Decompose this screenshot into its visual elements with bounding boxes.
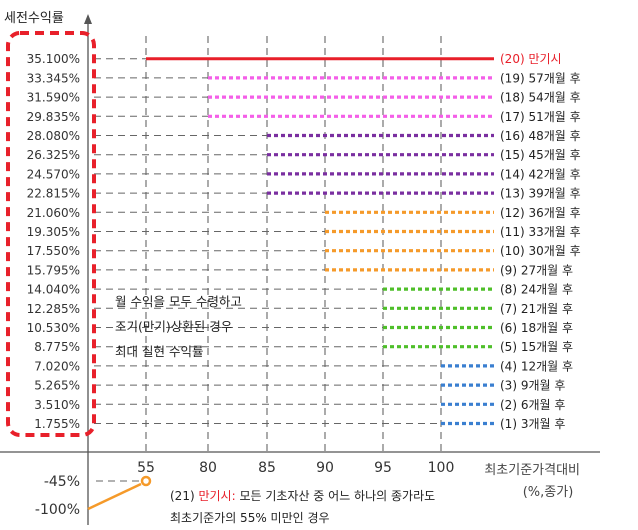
series-label: (16) 48개월 후 [500,129,581,143]
y-axis-arrow [84,14,92,24]
y-tick-label: 12.285% [27,302,80,316]
y-tick-label: 22.815% [27,187,80,201]
footnote-prefix: (21) [170,489,198,503]
y-tick-label: 19.305% [27,225,80,239]
series-label: (5) 15개월 후 [500,340,573,354]
y-tick-label: 33.345% [27,71,80,85]
y-tick-label: 17.550% [27,244,80,258]
x-axis-label: 최초기준가격대비 [484,463,580,478]
y-tick-label: 14.040% [27,283,80,297]
y-tick-label: 28.080% [27,129,80,143]
series-label: (2) 6개월 후 [500,398,565,412]
y-tick-label: 21.060% [27,206,80,220]
y-tick-label-lower: -45% [44,474,80,490]
series-label: (17) 51개월 후 [500,110,581,124]
x-tick-label: 80 [199,460,217,476]
x-tick-label: 90 [316,460,334,476]
annotation-text: 월 수익을 모두 수령하고 [115,294,242,309]
x-tick-label: 85 [258,460,276,476]
series-label: (11) 33개월 후 [500,225,581,239]
footnote-line2: 최초기준가의 55% 미만인 경우 [170,511,330,525]
y-tick-label: 26.325% [27,148,80,162]
series-label: (13) 39개월 후 [500,187,581,201]
x-tick-label: 100 [428,460,455,476]
y-tick-label: 31.590% [27,91,80,105]
y-tick-label: 35.100% [27,52,80,66]
x-tick-label: 55 [137,460,155,476]
x-axis-unit: (%,종가) [523,485,574,500]
series-label: (20) 만기시 [500,52,562,66]
series-label: (15) 45개월 후 [500,148,581,162]
y-tick-label: 8.775% [34,340,80,354]
y-tick-label: 15.795% [27,263,80,277]
footnote-rest: 모든 기초자산 중 어느 하나의 종가라도 [236,489,436,503]
series-label: (12) 36개월 후 [500,206,581,220]
annotation-text: 최대 실현 수익률 [115,344,203,359]
x-tick-label: 95 [374,460,392,476]
highlight-box [6,31,96,437]
y-tick-label-lower: -100% [35,502,80,518]
y-tick-label: 29.835% [27,110,80,124]
annotation-text: 조기(만기)상환된 경우 [115,319,232,334]
y-tick-label: 1.755% [34,417,80,431]
footnote-highlight: 만기시: [198,489,235,503]
series-label: (14) 42개월 후 [500,167,581,181]
series-label: (10) 30개월 후 [500,244,581,258]
y-tick-label: 5.265% [34,379,80,393]
loss-line [87,482,142,511]
loss-point [140,475,152,487]
series-label: (1) 3개월 후 [500,417,565,431]
footnote-line1: (21) 만기시: 모든 기초자산 중 어느 하나의 종가라도 [170,489,435,503]
series-label: (4) 12개월 후 [500,359,573,373]
series-label: (7) 21개월 후 [500,302,573,316]
y-tick-label: 3.510% [34,398,80,412]
y-tick-label: 24.570% [27,167,80,181]
y-axis-label: 세전수익률 [4,11,64,26]
series-label: (9) 27개월 후 [500,263,573,277]
y-tick-label: 7.020% [34,359,80,373]
series-label: (6) 18개월 후 [500,321,573,335]
series-label: (18) 54개월 후 [500,91,581,105]
series-label: (8) 24개월 후 [500,283,573,297]
series-label: (3) 9개월 후 [500,379,565,393]
series-label: (19) 57개월 후 [500,71,581,85]
y-tick-label: 10.530% [27,321,80,335]
